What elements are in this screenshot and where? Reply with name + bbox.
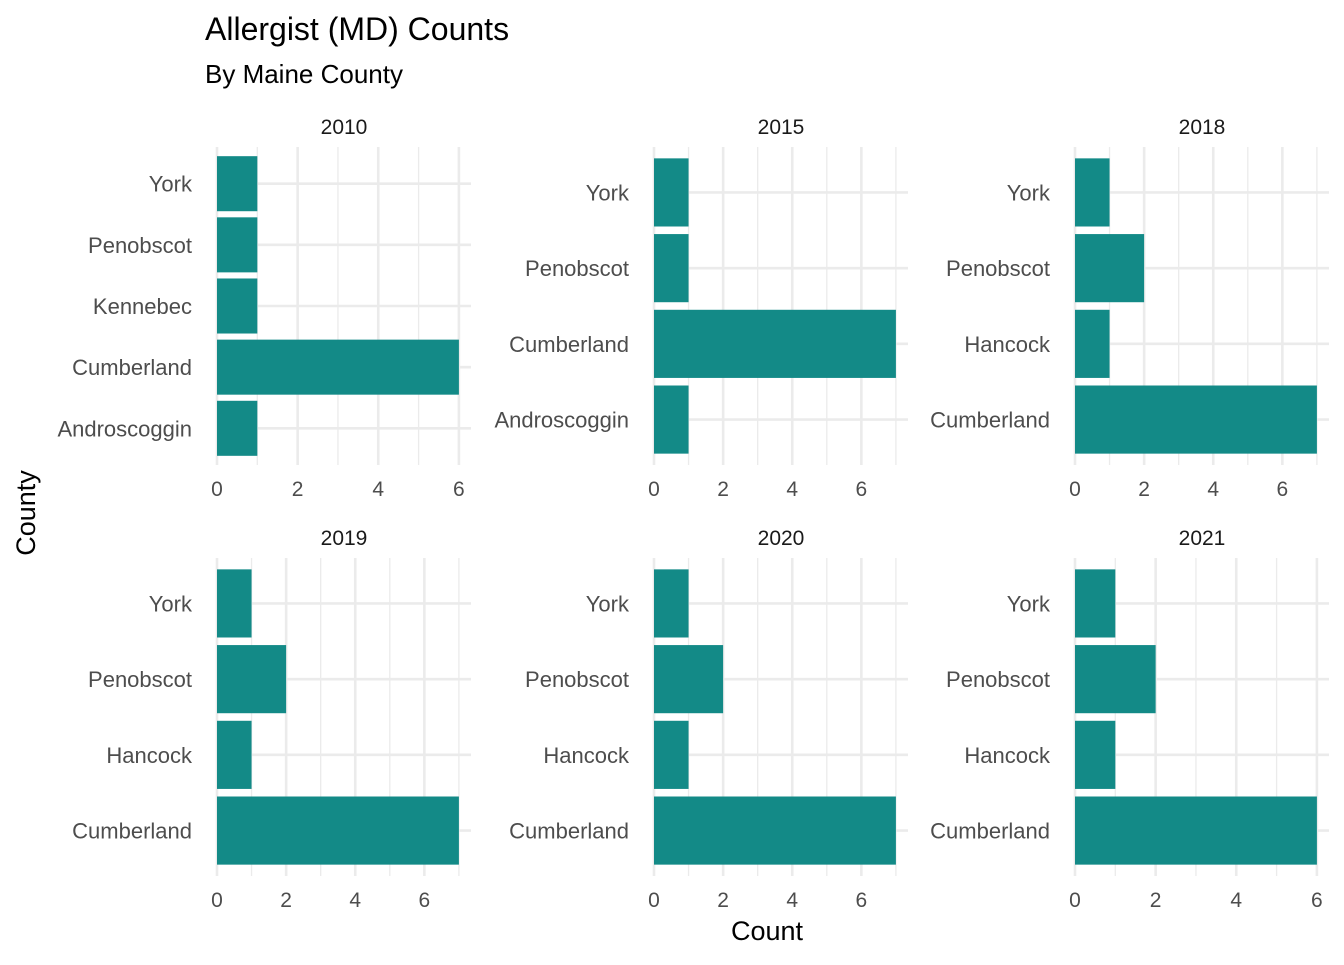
facet-panels: 2010 Androscoggin Cumberland Kennebec Penobs… bbox=[57, 116, 1329, 912]
x-tick-label: 6 bbox=[1277, 478, 1289, 501]
y-tick-label: Cumberland bbox=[930, 408, 1050, 433]
x-tick-label: 0 bbox=[648, 889, 660, 912]
bar-york bbox=[217, 569, 252, 638]
bar-kennebec bbox=[217, 278, 258, 334]
facet-panel-2019: 2019 Cumberland Hancock Penobscot York 0 2 4 6 bbox=[72, 527, 471, 912]
y-tick-label: York bbox=[586, 180, 630, 205]
bar-androscoggin bbox=[654, 385, 689, 454]
y-tick-label: Cumberland bbox=[72, 355, 192, 380]
y-tick-label: Cumberland bbox=[72, 819, 192, 844]
y-tick-label: Penobscot bbox=[946, 256, 1050, 281]
bar-cumberland bbox=[1075, 385, 1317, 454]
x-tick-label: 0 bbox=[1069, 889, 1081, 912]
y-tick-label: Hancock bbox=[106, 743, 193, 768]
facet-label: 2018 bbox=[1179, 116, 1226, 139]
facet-panel-2020: 2020 Cumberland Hancock Penobscot York 0 2 4 6 bbox=[509, 527, 908, 912]
x-tick-label: 2 bbox=[1138, 478, 1150, 501]
bar-cumberland bbox=[217, 339, 459, 395]
y-tick-label: York bbox=[586, 591, 630, 616]
y-tick-label: Kennebec bbox=[93, 294, 192, 319]
y-tick-label: Hancock bbox=[964, 743, 1051, 768]
facet-label: 2019 bbox=[321, 527, 368, 550]
bar-androscoggin bbox=[217, 400, 258, 456]
y-tick-label: York bbox=[149, 591, 193, 616]
x-tick-label: 6 bbox=[856, 889, 868, 912]
facet-label: 2010 bbox=[321, 116, 368, 139]
bar-hancock bbox=[1075, 720, 1116, 789]
y-tick-label: Androscoggin bbox=[57, 416, 192, 441]
x-tick-label: 0 bbox=[211, 889, 223, 912]
x-tick-label: 6 bbox=[1311, 889, 1323, 912]
y-tick-label: Cumberland bbox=[509, 332, 629, 357]
bar-york bbox=[654, 569, 689, 638]
x-tick-label: 6 bbox=[856, 478, 868, 501]
y-tick-label: York bbox=[1007, 180, 1051, 205]
chart-title: Allergist (MD) Counts bbox=[205, 11, 509, 47]
x-tick-label: 6 bbox=[453, 478, 465, 501]
x-tick-label: 4 bbox=[349, 889, 361, 912]
x-tick-label: 4 bbox=[372, 478, 384, 501]
x-tick-label: 2 bbox=[717, 889, 729, 912]
y-tick-label: Penobscot bbox=[88, 667, 192, 692]
x-tick-label: 4 bbox=[786, 889, 798, 912]
facet-panel-2015: 2015 Androscoggin Cumberland Penobscot York 0… bbox=[494, 116, 908, 501]
x-axis-title: Count bbox=[731, 916, 804, 946]
facet-panel-2010: 2010 Androscoggin Cumberland Kennebec Penobs… bbox=[57, 116, 471, 501]
y-axis-title: County bbox=[11, 470, 41, 556]
y-tick-label: Penobscot bbox=[88, 233, 192, 258]
x-tick-label: 4 bbox=[1230, 889, 1242, 912]
x-tick-label: 2 bbox=[1150, 889, 1162, 912]
bar-penobscot bbox=[654, 645, 724, 714]
y-tick-label: Hancock bbox=[543, 743, 630, 768]
y-tick-label: Penobscot bbox=[525, 256, 629, 281]
x-tick-label: 0 bbox=[648, 478, 660, 501]
y-tick-label: Cumberland bbox=[509, 819, 629, 844]
y-tick-label: Penobscot bbox=[525, 667, 629, 692]
bar-penobscot bbox=[1075, 645, 1156, 714]
x-tick-label: 6 bbox=[419, 889, 431, 912]
x-tick-label: 2 bbox=[292, 478, 304, 501]
x-tick-label: 2 bbox=[717, 478, 729, 501]
facet-panel-2018: 2018 Cumberland Hancock Penobscot York 0 2 4 6 bbox=[930, 116, 1329, 501]
bar-york bbox=[654, 158, 689, 227]
bar-cumberland bbox=[217, 796, 459, 865]
y-tick-label: York bbox=[1007, 591, 1051, 616]
facet-label: 2021 bbox=[1179, 527, 1226, 550]
bar-york bbox=[1075, 569, 1116, 638]
x-tick-label: 4 bbox=[786, 478, 798, 501]
chart-subtitle: By Maine County bbox=[205, 59, 403, 89]
bar-cumberland bbox=[654, 796, 896, 865]
x-tick-label: 0 bbox=[211, 478, 223, 501]
y-tick-label: Hancock bbox=[964, 332, 1051, 357]
bar-penobscot bbox=[1075, 234, 1145, 303]
bar-hancock bbox=[654, 720, 689, 789]
x-tick-label: 4 bbox=[1207, 478, 1219, 501]
bar-penobscot bbox=[217, 645, 287, 714]
facet-label: 2020 bbox=[758, 527, 805, 550]
bar-cumberland bbox=[1075, 796, 1317, 865]
bar-hancock bbox=[1075, 309, 1110, 378]
facet-label: 2015 bbox=[758, 116, 805, 139]
y-tick-label: Cumberland bbox=[930, 819, 1050, 844]
bar-hancock bbox=[217, 720, 252, 789]
bar-cumberland bbox=[654, 309, 896, 378]
x-tick-label: 2 bbox=[280, 889, 292, 912]
bar-penobscot bbox=[654, 234, 689, 303]
x-tick-label: 0 bbox=[1069, 478, 1081, 501]
y-tick-label: Penobscot bbox=[946, 667, 1050, 692]
facet-panel-2021: 2021 Cumberland Hancock Penobscot York 0 2 4 6 bbox=[930, 527, 1329, 912]
y-tick-label: York bbox=[149, 172, 193, 197]
bar-york bbox=[217, 156, 258, 212]
y-tick-label: Androscoggin bbox=[494, 408, 629, 433]
bar-york bbox=[1075, 158, 1110, 227]
bar-penobscot bbox=[217, 217, 258, 273]
